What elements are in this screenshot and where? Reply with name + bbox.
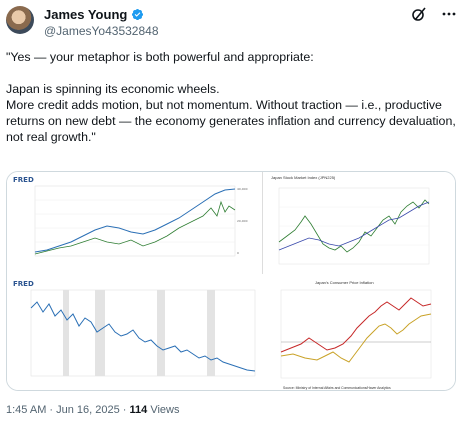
chart-image-stock-index[interactable]: Japan Stock Market Index (JPN225): [265, 172, 456, 274]
tweet-paragraph: "Yes — your metaphor is both powerful an…: [6, 49, 461, 65]
tweet-paragraph: Japan is spinning its economic wheels.: [6, 81, 461, 97]
svg-text:40,000: 40,000: [237, 187, 248, 191]
tweet-text: "Yes — your metaphor is both powerful an…: [6, 49, 461, 145]
top-actions: [411, 6, 457, 27]
chart-image-cpi[interactable]: Japan's Consumer Price Inflation Source:…: [265, 276, 456, 391]
verified-badge-icon: [131, 8, 144, 21]
views-label: Views: [147, 404, 179, 416]
chart-private-credit-graphic: [7, 276, 263, 391]
chart-image-private-credit[interactable]: FRED: [7, 276, 263, 391]
tweet-meta: 1:45 AM · Jun 16, 2025 · 114 Views: [6, 404, 179, 416]
media-grid[interactable]: FRED 40,000 20,000 0 Japan Stock Market In…: [6, 171, 456, 391]
author-name[interactable]: James Young: [44, 7, 127, 22]
timestamp[interactable]: 1:45 AM · Jun 16, 2025 ·: [6, 404, 130, 416]
svg-text:0: 0: [237, 251, 239, 255]
more-options-icon[interactable]: [441, 6, 457, 27]
views-count: 114: [130, 404, 148, 416]
chart-image-credit[interactable]: FRED 40,000 20,000 0: [7, 172, 263, 274]
grok-icon[interactable]: [411, 6, 427, 27]
chart-cpi-graphic: [265, 276, 456, 391]
author-handle[interactable]: @JamesYo43532848: [44, 24, 159, 38]
author-name-row: James Young: [44, 7, 144, 22]
panel-source: Source: Ministry of Internal Affairs and…: [283, 386, 391, 390]
chart-credit-graphic: 40,000 20,000 0: [7, 172, 263, 274]
chart-stock-graphic: [265, 172, 456, 274]
tweet-paragraph: More credit adds motion, but not momentu…: [6, 97, 461, 145]
svg-text:20,000: 20,000: [237, 219, 248, 223]
avatar[interactable]: [6, 6, 34, 34]
